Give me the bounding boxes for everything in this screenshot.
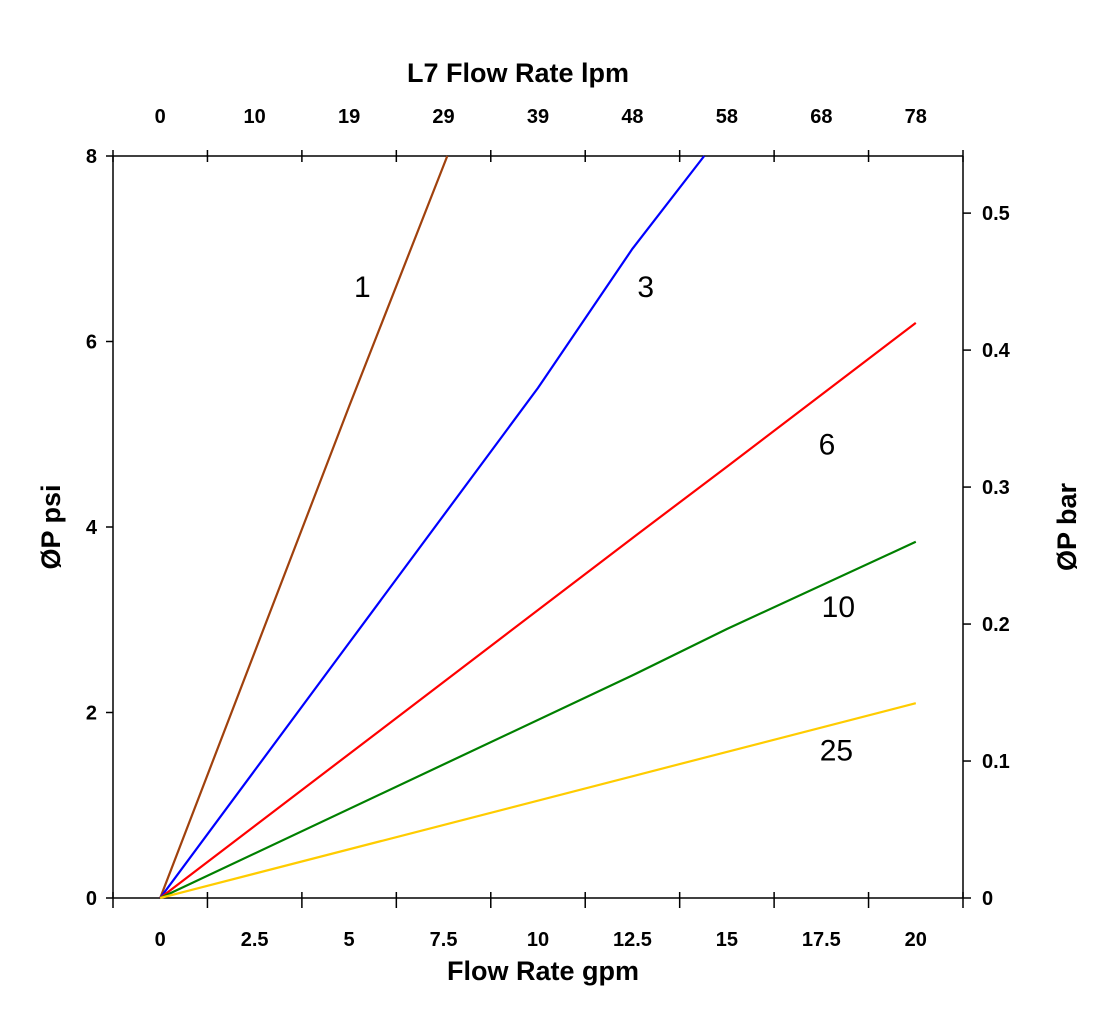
axes: 0 2.5 5 7.5 10 12.5 15 17.5 200 10 19 29 39 48 58 68 780… [86,106,1011,951]
y-tick-label: 0 [86,888,97,910]
x-tick-label: 20 [905,929,927,951]
curve-label-10: 10 [822,591,855,624]
y-tick-label: 2 [86,703,97,725]
top-tick-label: 10 [244,106,266,128]
top-tick-label: 39 [527,106,549,128]
top-tick-label: 19 [338,106,360,128]
x-tick-label: 15 [716,929,738,951]
x-tick-label: 7.5 [430,929,458,951]
y-axis-title: ØP psi [36,484,66,569]
y2-tick-label: 0.2 [982,614,1010,636]
curve-label-25: 25 [820,735,853,768]
curve-label-6: 6 [819,429,836,462]
top-tick-label: 68 [810,106,832,128]
y2-tick-label: 0.5 [982,203,1010,225]
top-tick-label: 0 [155,106,166,128]
y-tick-label: 4 [86,517,98,539]
x-tick-label: 0 [155,929,166,951]
y-tick-label: 6 [86,332,97,354]
y2-tick-label: 0.4 [982,340,1011,362]
top-tick-label: 48 [621,106,643,128]
y2-axis-title: ØP bar [1052,482,1082,571]
series-line-6 [159,322,917,899]
curve-label-3: 3 [637,271,654,304]
y2-tick-label: 0.3 [982,477,1010,499]
curve-label-1: 1 [354,271,371,304]
series-line-3 [159,155,706,899]
x-tick-label: 5 [344,929,355,951]
x-tick-label: 12.5 [613,929,652,951]
top-tick-label: 78 [905,106,927,128]
y-tick-label: 8 [86,146,97,168]
series-line-1 [159,155,449,899]
x-axis-title: Flow Rate gpm [447,956,639,986]
y2-tick-label: 0.1 [982,751,1010,773]
series-line-25 [159,702,917,900]
x-tick-label: 2.5 [241,929,269,951]
x-tick-label: 17.5 [802,929,841,951]
y2-tick-label: 0 [982,888,993,910]
top-tick-label: 29 [432,106,454,128]
series-line-10 [159,540,917,899]
top-tick-label: 58 [716,106,738,128]
top-axis-title: L7 Flow Rate lpm [407,58,629,88]
x-tick-label: 10 [527,929,549,951]
series-lines [159,155,917,900]
curve-labels: 1 3 6 10 25 [354,271,855,768]
